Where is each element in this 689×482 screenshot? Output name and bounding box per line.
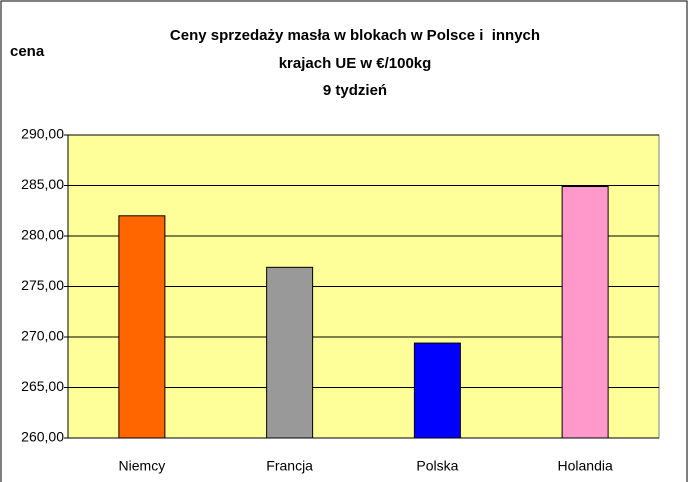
chart-title: krajach UE w €/100kg — [279, 55, 432, 72]
chart-title: 9 tydzień — [323, 82, 387, 99]
y-tick-label: 280,00 — [21, 227, 64, 243]
x-tick-label: Holandia — [557, 458, 612, 474]
y-tick-label: 265,00 — [21, 378, 64, 394]
x-tick-label: Niemcy — [119, 458, 166, 474]
x-tick-label: Polska — [416, 458, 458, 474]
y-tick-label: 270,00 — [21, 328, 64, 344]
bar — [413, 342, 461, 439]
y-axis-label: cena — [10, 43, 45, 60]
y-tick-label: 260,00 — [21, 429, 64, 445]
y-tick-label: 275,00 — [21, 277, 64, 293]
y-tick-label: 290,00 — [21, 126, 64, 142]
bar — [118, 215, 166, 439]
y-tick-label: 285,00 — [21, 176, 64, 192]
x-tick-label: Francja — [266, 458, 313, 474]
bar — [266, 266, 314, 439]
bar — [561, 186, 609, 439]
chart-title: Ceny sprzedaży masła w blokach w Polsce … — [170, 27, 540, 44]
